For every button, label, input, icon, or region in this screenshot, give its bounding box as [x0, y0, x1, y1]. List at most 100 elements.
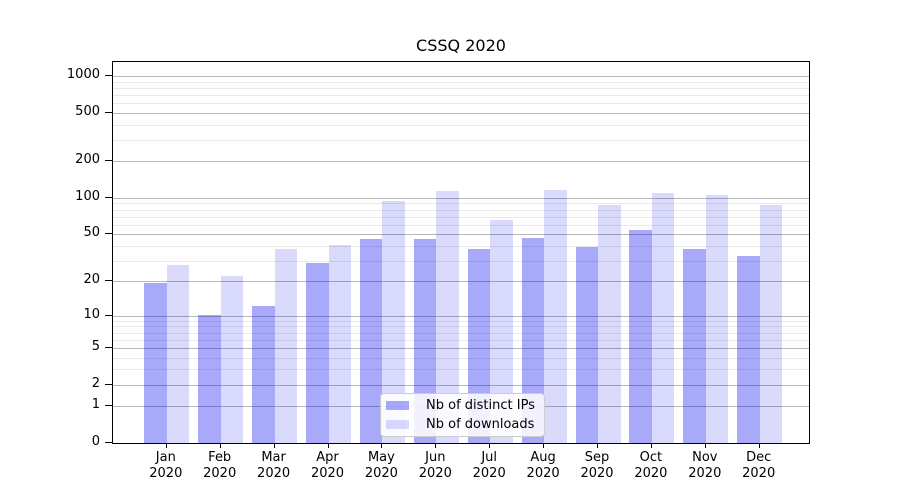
bar-ips-may [359, 238, 383, 443]
y-tick-label: 10 [83, 306, 100, 322]
bar-ips-sep [575, 247, 598, 443]
bar-ips-nov [683, 248, 706, 443]
x-tick-label: Oct 2020 [634, 450, 668, 481]
x-tick-mark [489, 444, 491, 448]
x-tick-label: Aug 2020 [526, 450, 560, 481]
x-tick-mark [273, 444, 275, 448]
bar-downloads-jan [166, 265, 190, 443]
y-tick-label: 2 [91, 375, 100, 391]
bar-ips-mar [252, 305, 275, 443]
y-tick-label: 50 [83, 225, 100, 241]
bar-downloads-apr [328, 244, 351, 443]
gridline [113, 234, 809, 236]
bars-layer [113, 62, 809, 443]
bar-ips-jun [413, 238, 437, 443]
bar-ips-aug [521, 237, 545, 443]
gridline [113, 139, 809, 141]
x-tick-mark [381, 444, 383, 448]
gridline [113, 161, 809, 163]
x-tick-label: Jul 2020 [472, 450, 506, 481]
gridline [113, 260, 809, 262]
bar-downloads-may [382, 200, 405, 443]
y-tick-label: 1 [91, 397, 100, 413]
legend-item-ips: Nb of distinct IPs [386, 397, 544, 413]
gridline [113, 112, 809, 114]
gridline [113, 369, 809, 371]
x-tick-label: Feb 2020 [203, 450, 237, 481]
x-tick-label: Dec 2020 [742, 450, 776, 481]
y-tick-label: 200 [75, 152, 100, 168]
gridline [113, 87, 809, 89]
gridline [113, 76, 809, 77]
gridline [113, 197, 809, 199]
x-tick-label: Jan 2020 [149, 450, 183, 481]
bar-ips-dec [737, 256, 760, 443]
gridline [113, 224, 809, 226]
y-tick-mark [105, 442, 112, 443]
y-tick-mark [105, 233, 112, 235]
bar-downloads-dec [759, 205, 783, 443]
x-tick-mark [435, 444, 437, 448]
gridline [113, 384, 809, 386]
legend-label-downloads: Nb of downloads [426, 416, 535, 432]
x-tick-mark [219, 444, 221, 448]
x-tick-label: Nov 2020 [688, 450, 722, 481]
gridline [113, 320, 809, 322]
bar-downloads-jul [490, 220, 513, 443]
y-tick-mark [105, 111, 112, 113]
x-tick-label: May 2020 [364, 450, 398, 481]
gridline [113, 95, 809, 96]
y-tick-mark [105, 405, 112, 407]
y-tick-label: 100 [75, 188, 100, 204]
x-tick-label: Sep 2020 [580, 450, 614, 481]
bar-ips-oct [629, 230, 652, 443]
y-tick-mark [105, 383, 112, 385]
legend-label-ips: Nb of distinct IPs [426, 397, 535, 413]
gridline [113, 326, 809, 328]
y-tick-label: 1000 [66, 67, 100, 82]
x-tick-mark [543, 444, 545, 448]
y-tick-mark [105, 314, 112, 316]
gridline [113, 209, 809, 211]
gridline [113, 315, 809, 317]
gridline [113, 332, 809, 334]
legend-item-downloads: Nb of downloads [386, 416, 544, 432]
y-tick-mark [105, 196, 112, 198]
legend: Nb of distinct IPs Nb of downloads [380, 393, 545, 437]
x-tick-mark [650, 444, 652, 448]
gridline [113, 216, 809, 218]
bar-ips-jan [144, 282, 167, 443]
gridline [113, 124, 809, 126]
x-tick-mark [327, 444, 329, 448]
bar-downloads-mar [274, 248, 298, 443]
y-tick-label: 20 [83, 272, 100, 288]
y-tick-label: 5 [91, 338, 100, 354]
gridline [113, 81, 809, 83]
x-tick-mark [704, 444, 706, 448]
x-tick-label: Mar 2020 [257, 450, 291, 481]
plot-area: Nb of distinct IPs Nb of downloads [112, 61, 810, 444]
gridline [113, 339, 809, 341]
bar-downloads-aug [544, 190, 567, 443]
y-tick-label: 0 [91, 434, 100, 449]
chart-title: CSSQ 2020 [416, 36, 506, 55]
y-tick-mark [105, 346, 112, 348]
x-tick-label: Jun 2020 [418, 450, 452, 481]
bar-downloads-oct [651, 193, 675, 443]
x-tick-mark [165, 444, 167, 448]
bar-downloads-feb [220, 275, 244, 443]
bar-downloads-jun [436, 190, 459, 443]
gridline [113, 357, 809, 359]
y-tick-mark [105, 280, 112, 282]
bar-ips-feb [198, 314, 221, 443]
y-tick-mark [105, 160, 112, 162]
bar-ips-apr [306, 263, 329, 443]
x-tick-label: Apr 2020 [310, 450, 345, 481]
gridline [113, 203, 809, 205]
gridline [113, 103, 809, 105]
x-tick-mark [597, 444, 598, 448]
gridline [113, 281, 809, 283]
y-tick-mark [105, 75, 112, 76]
bar-downloads-nov [705, 195, 729, 443]
